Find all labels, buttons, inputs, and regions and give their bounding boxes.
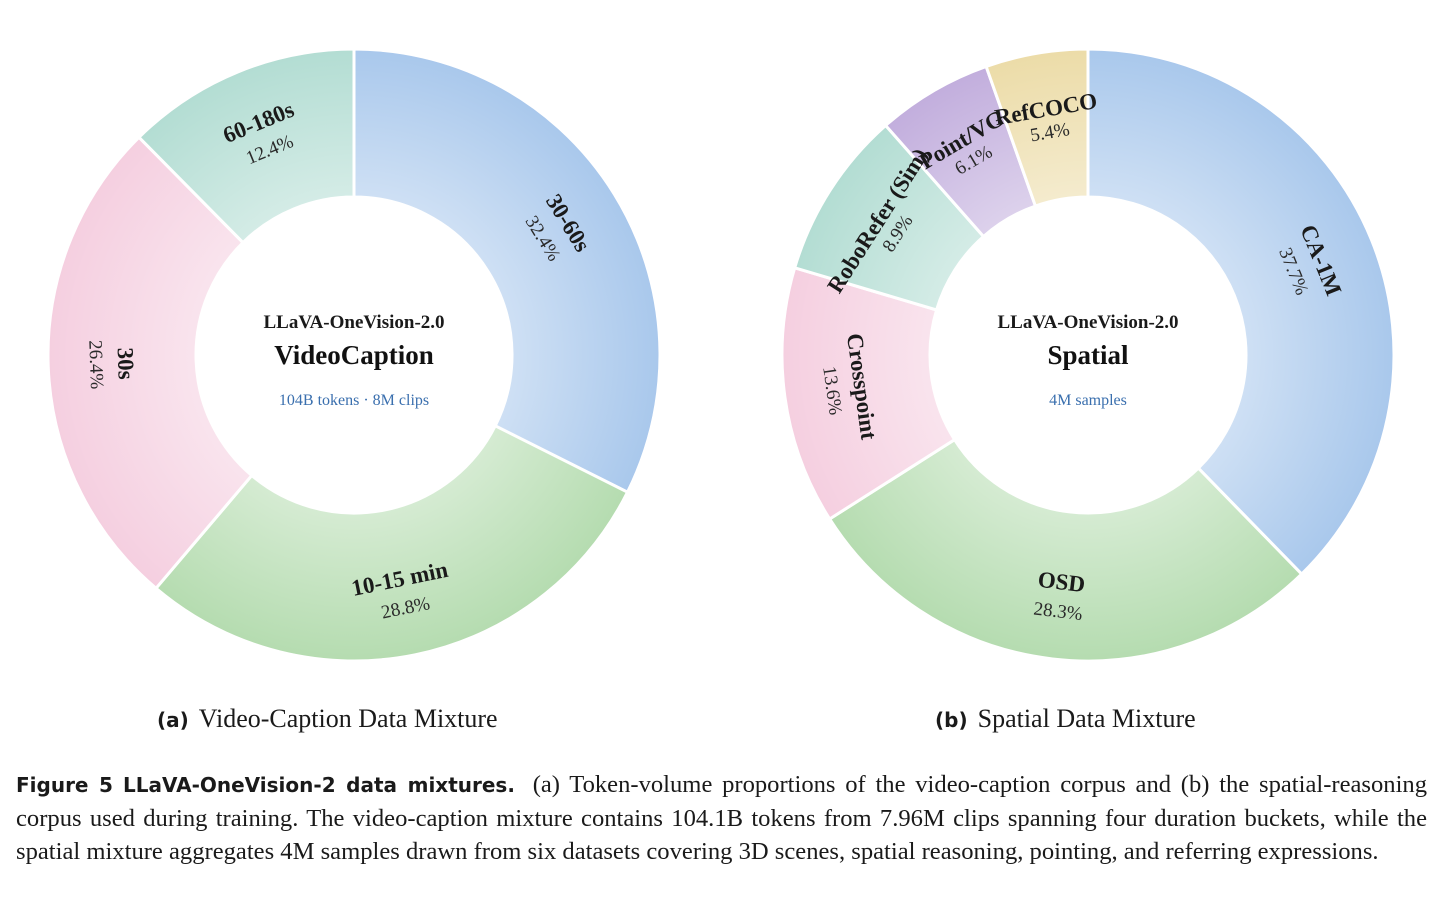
subcaption-a: (a) Video-Caption Data Mixture: [157, 704, 498, 734]
slice-shade-refcoco: [986, 49, 1088, 207]
subcaption-tag: (a): [157, 708, 189, 732]
caption-text: (a) Token-volume proportions of the vide…: [16, 771, 1428, 865]
subcaption-text: Video-Caption Data Mixture: [198, 704, 498, 733]
caption-title: LLaVA-OneVision-2 data mixtures.: [122, 773, 515, 797]
slice-label: OSD: [1037, 567, 1087, 597]
slice-shade-crosspoint: [782, 267, 955, 519]
caption-label: Figure 5: [16, 773, 113, 797]
slice-shade-osd: [829, 439, 1302, 662]
slice-shade-point-vg: [885, 66, 1036, 237]
center-subtitle: 4M samples: [1049, 392, 1127, 409]
subcaption-b: (b) Spatial Data Mixture: [935, 704, 1196, 734]
center-subtitle: 104B tokens · 8M clips: [279, 392, 429, 409]
slice-shade-roborefer-sim: [794, 125, 984, 310]
slice-shade-ca-1m: [1088, 49, 1394, 575]
center-top-label: LLaVA-OneVision-2.0: [997, 312, 1178, 333]
slice-shade-10-15-min: [156, 425, 628, 662]
subcaption-text: Spatial Data Mixture: [977, 704, 1196, 733]
figure-caption: Figure 5 LLaVA-OneVision-2 data mixtures.…: [16, 768, 1427, 868]
slice-label-group-30s: 30s 26.4%: [84, 340, 139, 390]
slice-shade-30-60s: [354, 49, 660, 493]
slice-shade-30s: [47, 137, 252, 589]
donut-chart-spatial: CA-1M37.7%OSD28.3%Crosspoint13.6%RoboRef…: [780, 47, 1396, 663]
slice-label: 30s: [113, 347, 139, 380]
center-title: VideoCaption: [274, 340, 434, 370]
slice-percent: 26.4%: [84, 340, 107, 390]
subcaption-tag: (b): [935, 708, 968, 732]
center-top-label: LLaVA-OneVision-2.0: [263, 312, 444, 333]
slice-shade-60-180s: [138, 49, 354, 243]
center-title: Spatial: [1047, 340, 1129, 370]
